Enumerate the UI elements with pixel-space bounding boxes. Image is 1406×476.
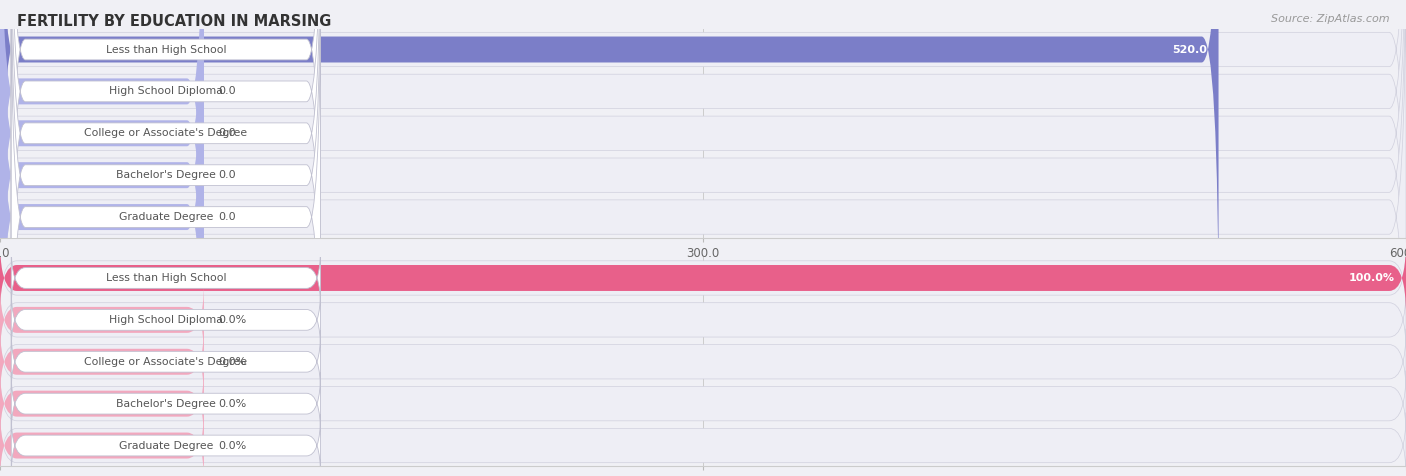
Text: Bachelor's Degree: Bachelor's Degree xyxy=(115,398,217,409)
FancyBboxPatch shape xyxy=(0,0,1219,338)
Text: 0.0%: 0.0% xyxy=(218,315,246,325)
FancyBboxPatch shape xyxy=(0,283,204,357)
Text: Less than High School: Less than High School xyxy=(105,273,226,283)
FancyBboxPatch shape xyxy=(11,414,321,476)
FancyBboxPatch shape xyxy=(0,0,1406,376)
FancyBboxPatch shape xyxy=(0,287,1406,353)
FancyBboxPatch shape xyxy=(0,408,204,476)
FancyBboxPatch shape xyxy=(0,0,1406,334)
Text: High School Diploma: High School Diploma xyxy=(110,315,222,325)
Text: College or Associate's Degree: College or Associate's Degree xyxy=(84,357,247,367)
FancyBboxPatch shape xyxy=(11,0,321,458)
FancyBboxPatch shape xyxy=(11,0,321,416)
Text: FERTILITY BY EDUCATION IN MARSING: FERTILITY BY EDUCATION IN MARSING xyxy=(17,14,332,30)
FancyBboxPatch shape xyxy=(11,372,321,435)
Text: College or Associate's Degree: College or Associate's Degree xyxy=(84,128,247,139)
FancyBboxPatch shape xyxy=(11,0,321,332)
Text: High School Diploma: High School Diploma xyxy=(110,86,222,97)
FancyBboxPatch shape xyxy=(11,330,321,393)
FancyBboxPatch shape xyxy=(0,412,1406,476)
FancyBboxPatch shape xyxy=(0,0,204,476)
Text: Graduate Degree: Graduate Degree xyxy=(118,440,214,451)
Text: Source: ZipAtlas.com: Source: ZipAtlas.com xyxy=(1271,14,1389,24)
FancyBboxPatch shape xyxy=(0,0,204,464)
FancyBboxPatch shape xyxy=(0,325,204,399)
Text: 0.0: 0.0 xyxy=(218,170,236,180)
FancyBboxPatch shape xyxy=(0,0,1406,418)
Text: 0.0%: 0.0% xyxy=(218,357,246,367)
Text: Less than High School: Less than High School xyxy=(105,44,226,55)
Text: 0.0%: 0.0% xyxy=(218,398,246,409)
FancyBboxPatch shape xyxy=(11,0,321,290)
FancyBboxPatch shape xyxy=(0,328,1406,395)
Text: 0.0: 0.0 xyxy=(218,212,236,222)
Text: Graduate Degree: Graduate Degree xyxy=(118,212,214,222)
FancyBboxPatch shape xyxy=(11,247,321,309)
FancyBboxPatch shape xyxy=(0,245,1406,311)
FancyBboxPatch shape xyxy=(11,0,321,374)
Text: 0.0: 0.0 xyxy=(218,128,236,139)
Text: 520.0: 520.0 xyxy=(1173,44,1208,55)
Text: 100.0%: 100.0% xyxy=(1348,273,1395,283)
FancyBboxPatch shape xyxy=(0,370,1406,437)
FancyBboxPatch shape xyxy=(0,0,204,380)
FancyBboxPatch shape xyxy=(0,367,204,441)
Text: Bachelor's Degree: Bachelor's Degree xyxy=(115,170,217,180)
Text: 0.0%: 0.0% xyxy=(218,440,246,451)
Text: 0.0: 0.0 xyxy=(218,86,236,97)
FancyBboxPatch shape xyxy=(0,0,204,422)
FancyBboxPatch shape xyxy=(11,288,321,351)
FancyBboxPatch shape xyxy=(0,0,1406,460)
FancyBboxPatch shape xyxy=(0,241,1406,315)
